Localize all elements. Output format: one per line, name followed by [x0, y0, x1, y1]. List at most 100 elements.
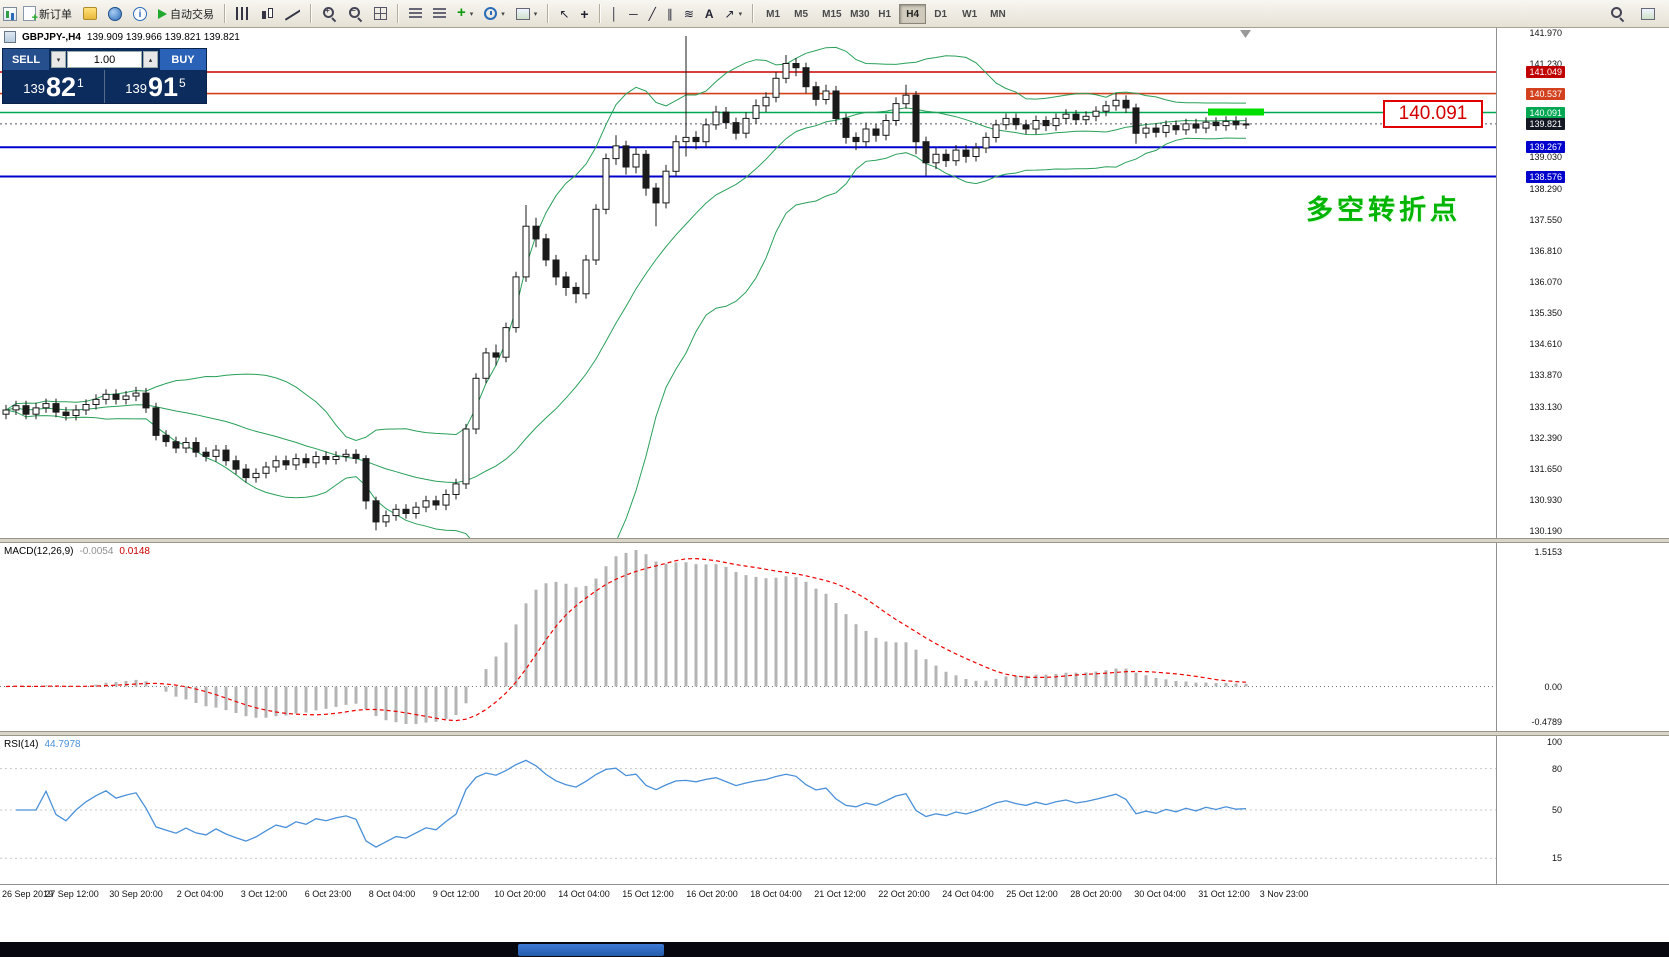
candle [982, 132, 990, 154]
rsi-plot[interactable]: RSI(14) 44.7978 [0, 736, 1497, 884]
candle [82, 399, 90, 415]
search-button[interactable] [1605, 3, 1630, 25]
timeframe-button-M30[interactable]: M30 [843, 4, 870, 24]
timeframe-button-W1[interactable]: W1 [955, 4, 982, 24]
volume-input[interactable]: 1.00 [67, 51, 142, 68]
arrows-tool-button[interactable]: ↗ ▾ [720, 3, 748, 25]
zoom-in-button[interactable]: + [317, 3, 342, 25]
buy-button[interactable]: BUY [160, 49, 206, 70]
candle [102, 389, 110, 405]
line-chart-button[interactable] [280, 3, 305, 25]
candle-chart-button[interactable] [255, 3, 279, 25]
timeframe-button-M5[interactable]: M5 [787, 4, 814, 24]
bar-chart-icon [236, 7, 249, 20]
timeframe-button-M15[interactable]: M15 [815, 4, 842, 24]
candle [312, 451, 320, 468]
candle [652, 183, 660, 227]
main-chart-plot[interactable]: GBPJPY-,H4 139.909 139.966 139.821 139.8… [0, 28, 1497, 538]
panel-splitter[interactable] [0, 538, 1669, 543]
highlight-segment[interactable] [1208, 108, 1264, 116]
time-axis[interactable]: 26 Sep 2019 27 Sep 12:00 30 Sep 20:00 2 Oct… [0, 884, 1669, 907]
channel-icon: ∥ [666, 6, 673, 21]
fibonacci-icon: ≋ [683, 6, 694, 21]
candle [1042, 116, 1050, 132]
candle [832, 85, 840, 125]
data-window-button[interactable] [428, 3, 451, 25]
sell-button[interactable]: SELL [3, 49, 49, 70]
macd-axis-label: -0.4789 [1531, 717, 1562, 727]
macd-axis[interactable]: 1.5153 0.00 -0.4789 [1497, 543, 1669, 731]
channel-tool-button[interactable]: ∥ [662, 3, 678, 25]
cursor-tool-button[interactable]: ↖ [554, 3, 574, 25]
candle [932, 148, 940, 170]
time-axis-label: 26 Sep 2019 [2, 889, 54, 899]
horizontal-line-tool-button[interactable]: ─ [624, 3, 643, 25]
object-list-button[interactable] [404, 3, 427, 25]
candle [1072, 110, 1080, 125]
candle [772, 71, 780, 103]
info-button[interactable]: i [128, 3, 152, 25]
price-badge: 141.049 [1526, 66, 1565, 78]
timeframe-button-H1[interactable]: H1 [871, 4, 898, 24]
candle [762, 92, 770, 113]
candle [182, 437, 190, 454]
candle [1082, 111, 1090, 125]
timeframe-button-H4[interactable]: H4 [899, 3, 927, 24]
candle [1172, 120, 1180, 135]
price-axis[interactable]: 141.970 141.230 139.030 138.290 137.550 136.8… [1497, 28, 1669, 538]
macd-row: MACD(12,26,9) -0.0054 0.0148 1.5153 0.00 -… [0, 543, 1669, 731]
candle [272, 455, 280, 473]
market-watch-button[interactable] [103, 3, 127, 25]
chart-profile-button[interactable] [1636, 3, 1660, 25]
panel-splitter[interactable] [0, 731, 1669, 736]
crosshair-tool-button[interactable]: + [575, 3, 593, 25]
volume-increase-button[interactable]: ▴ [143, 51, 158, 68]
candle [302, 453, 310, 468]
zoom-out-button[interactable]: − [343, 3, 368, 25]
text-tool-button[interactable]: A [700, 3, 719, 25]
trendline-tool-button[interactable]: ╱ [644, 3, 661, 25]
arrow-tool-icon: ↗ [724, 6, 735, 21]
new-order-button[interactable]: 新订单 [18, 3, 77, 25]
volume-decrease-button[interactable]: ▾ [51, 51, 66, 68]
scroll-end-marker[interactable] [1240, 30, 1251, 38]
main-toolbar: 新订单 i 自动交易 + − + ▾ ▾ ▾ ↖ + │ ─ ╱ ∥ ≋ A ↗ [0, 0, 1669, 28]
ask-price-big: 91 [147, 72, 179, 102]
horizontal-line-icon: ─ [629, 6, 638, 21]
price-badge: 140.091 [1526, 106, 1565, 119]
macd-plot[interactable]: MACD(12,26,9) -0.0054 0.0148 [0, 543, 1497, 731]
candle [802, 62, 810, 94]
autotrading-button[interactable]: 自动交易 [153, 3, 219, 25]
timeframe-button-M1[interactable]: M1 [759, 4, 786, 24]
line-chart-icon [285, 7, 300, 21]
clock-icon [484, 7, 498, 20]
news-button[interactable] [78, 3, 102, 25]
candle [92, 394, 100, 410]
vertical-line-tool-button[interactable]: │ [606, 3, 624, 25]
candle [512, 271, 520, 333]
taskbar-app-button[interactable] [518, 944, 664, 956]
add-indicator-button[interactable]: + ▾ [452, 3, 478, 25]
template-button[interactable]: ▾ [511, 3, 543, 25]
magnifier-icon [1610, 6, 1625, 21]
period-button[interactable]: ▾ [479, 3, 510, 25]
bar-chart-button[interactable] [231, 3, 254, 25]
tile-windows-button[interactable] [369, 3, 392, 25]
price-axis-label: 130.930 [1529, 494, 1562, 505]
bid-price-button[interactable]: 139 82 1 [3, 70, 105, 103]
fibonacci-tool-button[interactable]: ≋ [679, 3, 699, 25]
toolbar-separator [598, 4, 601, 23]
turning-point-text[interactable]: 多空转折点 [1306, 195, 1461, 225]
candle [1202, 117, 1210, 134]
price-annotation-box[interactable]: 140.091 [1383, 100, 1483, 128]
symbol-label: GBPJPY-,H4 [22, 31, 81, 43]
timeframe-button-D1[interactable]: D1 [927, 4, 954, 24]
candle [12, 400, 20, 415]
rsi-axis[interactable]: 100 80 50 15 [1497, 736, 1669, 884]
ask-price-button[interactable]: 139 91 5 [105, 70, 206, 103]
timeframe-button-MN[interactable]: MN [983, 4, 1010, 24]
zoom-in-icon: + [322, 6, 337, 21]
candle [462, 423, 470, 489]
candle [682, 36, 690, 157]
candle [1022, 119, 1030, 135]
